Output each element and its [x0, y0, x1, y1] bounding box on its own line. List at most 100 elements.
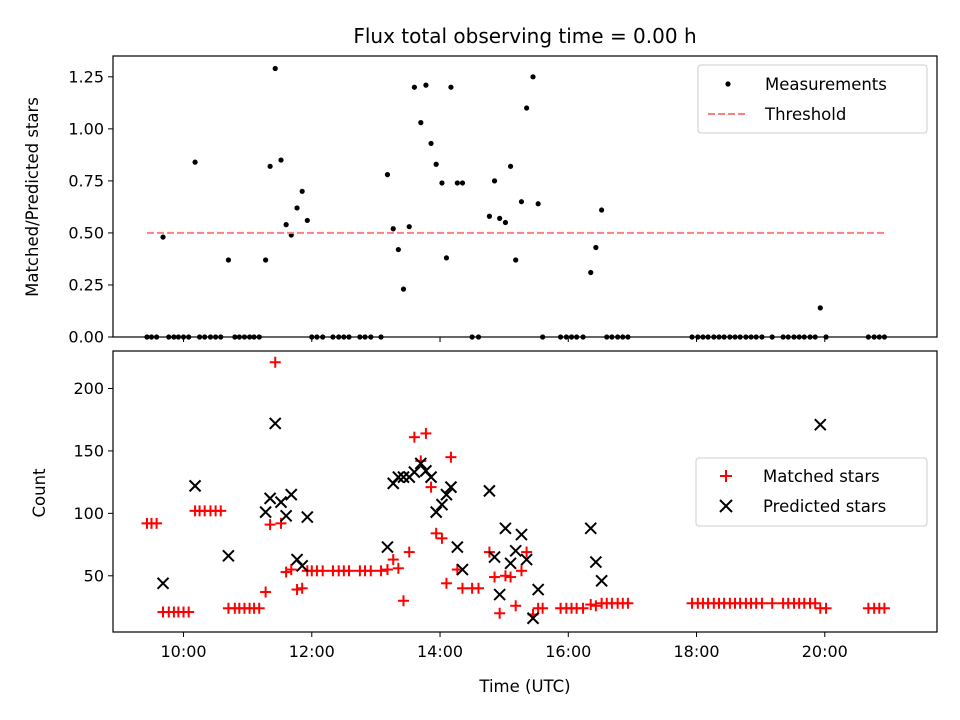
predicted-star-point — [451, 540, 464, 554]
matched-star-point — [515, 565, 527, 577]
predicted-star-point — [279, 509, 293, 523]
measurement-point — [513, 257, 519, 263]
bottom-y-axis-label: Count — [30, 468, 49, 518]
predicted-star-point — [397, 470, 410, 484]
measurement-point — [272, 65, 278, 72]
measurement-point — [304, 217, 310, 224]
predicted-star-point — [520, 553, 533, 566]
measurement-point — [225, 257, 232, 263]
predicted-star-point — [509, 544, 522, 558]
matched-star-point — [403, 546, 415, 558]
matched-star-point — [343, 565, 355, 577]
legend-measurements: Measurements — [765, 75, 887, 94]
matched-star-point — [260, 586, 272, 598]
predicted-star-point — [515, 528, 528, 541]
matched-star-point — [440, 577, 452, 589]
matched-star-point — [820, 602, 832, 614]
matched-star-point — [499, 570, 511, 582]
bottom-y-tick-label: 200 — [73, 379, 104, 398]
predicted-star-point — [499, 522, 512, 535]
matched-star-point — [365, 565, 377, 577]
matched-star-point — [494, 607, 506, 619]
measurement-point — [267, 163, 273, 169]
matched-star-point — [375, 565, 387, 577]
matched-star-point — [451, 564, 463, 576]
bottom-legend-box — [695, 457, 928, 527]
predicted-star-point — [589, 555, 603, 569]
matched-star-point — [291, 584, 303, 596]
measurement-point — [588, 269, 594, 276]
matched-star-point — [430, 527, 442, 539]
measurement-point — [278, 157, 284, 163]
x-tick-label: 10:00 — [160, 642, 206, 661]
x-tick-label: 12:00 — [289, 642, 335, 661]
measurement-point — [524, 105, 530, 111]
measurement-point — [454, 180, 460, 186]
x-axis-label: Time (UTC) — [478, 677, 570, 696]
predicted-star-point — [263, 492, 277, 505]
matched-star-point — [510, 600, 522, 612]
matched-star-point — [456, 582, 468, 594]
matched-star-point — [269, 356, 281, 368]
top-y-tick-label: 0.75 — [68, 171, 104, 190]
matched-star-point — [425, 481, 437, 493]
matched-star-point — [280, 566, 292, 578]
matched-star-point — [387, 554, 399, 566]
matched-star-point — [285, 564, 297, 576]
bottom-x-ticks: 10:00 12:00 14:00 16:00 18:00 20:00 — [160, 632, 848, 661]
measurement-point — [411, 84, 417, 90]
top-y-tick-label: 0.25 — [68, 275, 104, 294]
bottom-legend: Matched stars Predicted stars — [695, 457, 928, 527]
measurement-point — [530, 74, 536, 80]
measurement-point — [448, 84, 454, 90]
predicted-star-point — [188, 479, 202, 493]
predicted-star-point — [456, 563, 469, 576]
predicted-star-point — [295, 559, 309, 573]
matched-star-point — [445, 451, 457, 463]
top-y-tick-label: 0.00 — [68, 328, 104, 347]
x-tick-label: 16:00 — [545, 642, 591, 661]
matched-star-point — [317, 565, 329, 577]
matched-star-point — [878, 602, 890, 614]
predicted-star-point — [493, 588, 506, 601]
matched-star-point — [408, 431, 420, 443]
top-y-tick-label: 1.25 — [68, 67, 104, 86]
matched-star-point — [215, 505, 227, 517]
top-legend-box — [697, 64, 928, 134]
x-tick-label: 20:00 — [802, 642, 848, 661]
bottom-y-ticks: 50 100 150 200 — [73, 379, 113, 585]
predicted-star-point — [424, 470, 438, 484]
measurement-point — [443, 255, 450, 261]
measurement-point — [283, 222, 289, 228]
predicted-star-point — [156, 577, 170, 590]
legend-predicted-stars: Predicted stars — [763, 497, 886, 516]
top-y-ticks: 0.00 0.25 0.50 0.75 1.00 1.25 — [68, 67, 113, 347]
matched-star-point — [577, 602, 589, 614]
matched-star-point — [622, 597, 634, 609]
matched-star-point — [473, 582, 485, 594]
bottom-axes-frame — [112, 350, 938, 633]
predicted-star-point — [414, 457, 428, 470]
matched-legend-marker — [720, 470, 732, 482]
measurement-point — [423, 82, 429, 88]
top-y-tick-label: 0.50 — [68, 223, 104, 242]
top-y-axis-label: Matched/Predicted stars — [23, 97, 42, 297]
predicted-star-point — [408, 465, 421, 479]
bottom-y-tick-label: 150 — [73, 441, 104, 460]
measurement-point — [406, 224, 412, 230]
measurement-point — [439, 180, 445, 186]
chart-title: Flux total observing time = 0.00 h — [353, 24, 696, 48]
measurement-point — [535, 201, 541, 207]
measurement-point — [486, 213, 493, 219]
matched-star-point — [253, 602, 265, 614]
predicted-star-point — [595, 574, 608, 588]
predicted-star-point — [259, 505, 272, 519]
measurement-point — [192, 159, 198, 165]
predicted-star-point — [814, 418, 827, 431]
measurement-point — [390, 226, 396, 232]
predicted-star-point — [222, 549, 235, 563]
matched-star-point — [756, 597, 768, 609]
measurement-point — [502, 219, 509, 226]
predicted-star-point — [584, 522, 597, 535]
top-y-tick-label: 1.00 — [68, 119, 104, 138]
